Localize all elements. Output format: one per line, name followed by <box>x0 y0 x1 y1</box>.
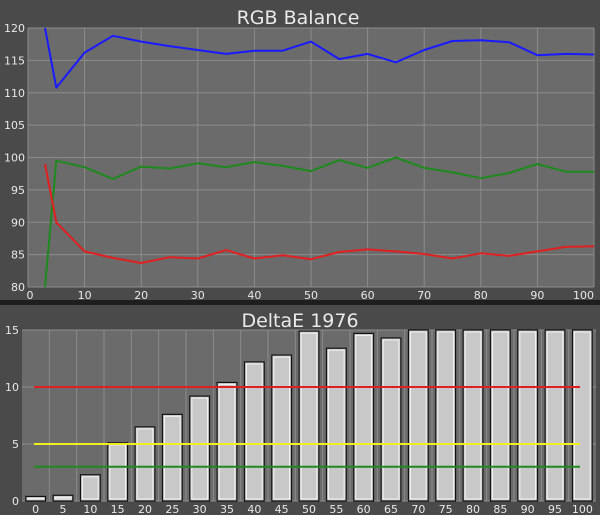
rgb-x-tick-label: 100 <box>573 289 594 302</box>
deltae-bar <box>353 332 375 502</box>
deltae-x-tick-label: 30 <box>193 503 207 515</box>
deltae-x-tick-label: 20 <box>138 503 152 515</box>
rgb-x-tick-label: 60 <box>361 289 375 302</box>
deltae-x-tick-label: 35 <box>220 503 234 515</box>
deltae-bar <box>462 329 484 502</box>
deltae-bar <box>435 329 457 502</box>
deltae-bar <box>380 337 402 502</box>
deltae-bar-highlight <box>355 334 373 500</box>
red-series-line <box>44 163 595 264</box>
rgb-x-tick-label: 70 <box>417 289 431 302</box>
rgb-y-tick-label: 120 <box>4 22 25 35</box>
deltae-y-tick-label: 0 <box>12 495 19 508</box>
deltae-x-tick-label: 85 <box>493 503 507 515</box>
rgb-y-tick-label: 115 <box>4 54 25 67</box>
deltae-bar <box>52 494 74 502</box>
deltae-bar-highlight <box>273 356 291 500</box>
deltae-bar <box>544 329 566 502</box>
deltae-bar <box>489 329 511 502</box>
rgb-y-tick-label: 100 <box>4 152 25 165</box>
rgb-y-tick-label: 90 <box>11 216 25 229</box>
green-series-line <box>44 156 594 288</box>
deltae-x-tick-label: 80 <box>466 503 480 515</box>
blue-series-line <box>44 27 595 89</box>
deltae-bar <box>271 354 293 502</box>
deltae-x-tick-label: 70 <box>411 503 425 515</box>
deltae-bar-highlight <box>546 331 564 500</box>
deltae-bar <box>407 329 429 502</box>
deltae-bar-highlight <box>191 397 209 500</box>
deltae-bar <box>161 413 183 502</box>
rgb-x-tick-label: 40 <box>247 289 261 302</box>
deltae-x-tick-label: 25 <box>165 503 179 515</box>
deltae-x-tick-label: 60 <box>357 503 371 515</box>
deltae-y-tick-label: 10 <box>5 381 19 394</box>
deltae-x-tick-label: 95 <box>548 503 562 515</box>
rgb-x-tick-label: 0 <box>27 289 34 302</box>
deltae-bar <box>134 426 156 502</box>
deltae-bar-highlight <box>54 496 72 500</box>
deltae-x-tick-label: 15 <box>111 503 125 515</box>
rgb-chart-title: RGB Balance <box>237 7 360 29</box>
deltae-bar-highlight <box>81 476 99 500</box>
deltae-bar <box>243 361 265 502</box>
deltae-bar-highlight <box>136 428 154 500</box>
deltae-bar-highlight <box>519 331 537 500</box>
deltae-x-tick-label: 5 <box>60 503 67 515</box>
deltae-bar-highlight <box>27 497 45 500</box>
rgb-x-tick-label: 10 <box>78 289 92 302</box>
deltae-bar <box>571 329 593 502</box>
deltae-bar <box>107 442 129 502</box>
rgb-x-tick-label: 50 <box>304 289 318 302</box>
rgb-x-tick-label: 30 <box>191 289 205 302</box>
deltae-bar-highlight <box>327 349 345 500</box>
deltae-bar-highlight <box>163 415 181 500</box>
deltae-chart-title: DeltaE 1976 <box>241 310 358 332</box>
deltae-x-tick-label: 90 <box>521 503 535 515</box>
deltae-bar <box>79 474 101 502</box>
deltae-x-tick-label: 75 <box>439 503 453 515</box>
deltae-x-tick-label: 65 <box>384 503 398 515</box>
deltae-x-tick-label: 0 <box>32 503 39 515</box>
deltae-x-tick-label: 50 <box>302 503 316 515</box>
deltae-x-tick-label: 55 <box>329 503 343 515</box>
deltae-x-tick-label: 40 <box>247 503 261 515</box>
rgb-y-tick-label: 80 <box>11 281 25 294</box>
rgb-y-tick-label: 105 <box>4 119 25 132</box>
rgb-y-tick-label: 110 <box>4 87 25 100</box>
deltae-bar <box>325 347 347 502</box>
rgb-y-tick-label: 95 <box>11 184 25 197</box>
deltae-bar <box>517 329 539 502</box>
deltae-bar-highlight <box>300 332 318 500</box>
deltae-bar <box>298 330 320 502</box>
deltae-bar-highlight <box>218 383 236 500</box>
rgb-x-tick-label: 90 <box>530 289 544 302</box>
deltae-bar-highlight <box>245 363 263 500</box>
deltae-y-tick-label: 5 <box>12 438 19 451</box>
deltae-y-tick-label: 15 <box>5 324 19 337</box>
deltae-bar <box>216 381 238 502</box>
rgb-x-tick-label: 20 <box>134 289 148 302</box>
rgb-x-tick-label: 80 <box>474 289 488 302</box>
deltae-bar-highlight <box>409 331 427 500</box>
deltae-bar-highlight <box>382 339 400 500</box>
rgb-y-tick-label: 85 <box>11 249 25 262</box>
deltae-bar-highlight <box>491 331 509 500</box>
deltae-x-tick-label: 45 <box>275 503 289 515</box>
deltae-bar-highlight <box>464 331 482 500</box>
deltae-bar <box>189 395 211 502</box>
deltae-x-tick-label: 100 <box>572 503 593 515</box>
deltae-x-tick-label: 10 <box>83 503 97 515</box>
deltae-bar-highlight <box>573 331 591 500</box>
deltae-bar-highlight <box>437 331 455 500</box>
